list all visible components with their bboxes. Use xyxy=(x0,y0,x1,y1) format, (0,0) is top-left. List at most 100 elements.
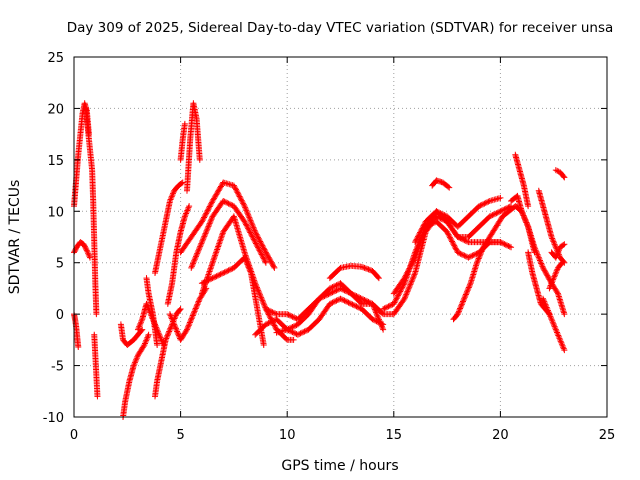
data-point xyxy=(326,290,333,297)
data-point xyxy=(228,266,235,273)
data-point xyxy=(184,207,191,214)
data-point xyxy=(361,264,368,271)
series-b1 xyxy=(117,321,146,348)
data-point xyxy=(558,260,565,267)
data-point xyxy=(195,299,202,306)
data-point xyxy=(232,185,239,192)
data-point xyxy=(169,190,176,197)
data-point xyxy=(365,266,372,273)
data-point xyxy=(523,219,530,226)
data-point xyxy=(261,303,268,310)
data-point xyxy=(167,325,174,332)
series-c5 xyxy=(166,285,210,343)
data-point xyxy=(545,273,552,280)
data-point xyxy=(555,248,562,255)
data-point xyxy=(405,266,412,273)
data-point xyxy=(195,247,202,254)
series-e5 xyxy=(450,203,538,323)
data-point xyxy=(486,213,493,220)
series-a5 xyxy=(91,331,101,400)
series-f2 xyxy=(512,151,532,210)
data-point xyxy=(201,213,208,220)
data-point xyxy=(175,331,182,338)
data-point xyxy=(448,237,455,244)
data-point xyxy=(354,304,361,311)
data-point xyxy=(341,287,348,294)
data-point xyxy=(333,282,340,289)
data-point xyxy=(551,322,558,329)
data-point xyxy=(207,265,214,272)
data-point xyxy=(271,322,278,329)
data-point xyxy=(177,306,184,312)
data-point xyxy=(386,302,393,309)
data-point xyxy=(508,244,515,251)
data-point xyxy=(407,280,414,286)
data-point xyxy=(376,318,383,324)
data-point xyxy=(217,271,224,278)
data-point xyxy=(289,324,296,330)
data-point xyxy=(550,275,557,282)
data-point xyxy=(86,254,93,261)
data-point xyxy=(245,226,252,233)
data-point xyxy=(164,332,171,339)
data-point xyxy=(172,325,179,332)
data-point xyxy=(211,255,218,262)
data-point xyxy=(555,332,562,339)
series-d2 xyxy=(188,198,269,271)
data-point xyxy=(548,281,555,288)
data-point xyxy=(286,325,293,332)
data-point xyxy=(547,282,554,289)
data-point xyxy=(208,264,215,271)
data-point xyxy=(350,302,357,309)
x-tick-label: 10 xyxy=(279,428,296,443)
data-point xyxy=(195,246,202,253)
data-point xyxy=(552,254,559,261)
data-point xyxy=(476,254,483,261)
data-point xyxy=(222,268,229,275)
data-point xyxy=(200,234,207,241)
data-point xyxy=(283,335,290,342)
data-point xyxy=(290,329,297,336)
data-point xyxy=(385,303,392,310)
data-point xyxy=(192,253,199,260)
data-point xyxy=(461,295,468,302)
data-point xyxy=(190,259,197,266)
data-point xyxy=(476,252,483,259)
data-point xyxy=(186,320,193,327)
data-point xyxy=(551,323,558,330)
data-point xyxy=(549,235,556,242)
data-point xyxy=(178,180,185,187)
data-point xyxy=(405,287,412,294)
data-point xyxy=(300,329,307,336)
data-point xyxy=(329,289,336,296)
data-point xyxy=(465,254,472,261)
data-point xyxy=(532,245,539,252)
series-e4 xyxy=(429,177,453,191)
data-point xyxy=(557,338,564,345)
data-point xyxy=(547,313,554,320)
data-point xyxy=(330,288,337,295)
data-point xyxy=(207,267,214,274)
data-point xyxy=(457,250,464,257)
data-point xyxy=(186,319,193,326)
data-point xyxy=(461,237,468,244)
data-point xyxy=(83,246,90,253)
data-point xyxy=(199,287,206,294)
data-point xyxy=(181,213,188,220)
data-point xyxy=(520,212,527,219)
data-point xyxy=(408,278,415,285)
data-point xyxy=(555,333,562,340)
data-point xyxy=(243,208,250,215)
data-point xyxy=(245,213,252,220)
series-c1 xyxy=(152,179,186,276)
data-point xyxy=(377,319,384,326)
data-point xyxy=(238,197,245,204)
data-point xyxy=(462,253,469,260)
data-point xyxy=(252,240,259,247)
data-point xyxy=(251,237,258,244)
series-c4 xyxy=(177,120,188,163)
data-point xyxy=(497,208,504,215)
data-point xyxy=(235,190,242,197)
data-point xyxy=(248,232,255,239)
